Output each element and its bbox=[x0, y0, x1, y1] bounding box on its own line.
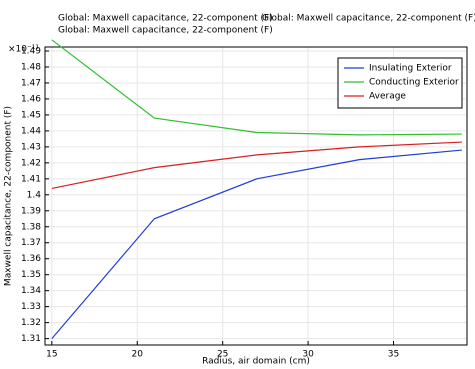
legend-label: Average bbox=[369, 92, 406, 102]
y-tick-label: 1.4 bbox=[27, 190, 42, 200]
y-tick-label: 1.45 bbox=[21, 110, 41, 120]
y-tick-label: 1.39 bbox=[21, 206, 41, 216]
x-axis-label: Radius, air domain (cm) bbox=[202, 357, 310, 367]
legend-box bbox=[337, 57, 463, 109]
legend-label: Conducting Exterior bbox=[369, 78, 459, 88]
y-tick-label: 1.31 bbox=[21, 334, 41, 344]
y-tick-label: 1.41 bbox=[21, 174, 41, 184]
chart-title: Global: Maxwell capacitance, 22-componen… bbox=[58, 14, 273, 24]
y-tick-label: 1.37 bbox=[21, 238, 41, 248]
legend-label: Insulating Exterior bbox=[369, 64, 452, 74]
line-series bbox=[51, 149, 462, 339]
x-tick-label: 20 bbox=[132, 350, 144, 360]
y-tick-label: 1.34 bbox=[21, 286, 41, 296]
x-tick-label: 15 bbox=[46, 350, 57, 360]
x-tick-label: 25 bbox=[217, 350, 228, 360]
y-tick-label: 1.48 bbox=[21, 62, 41, 72]
y-tick-label: 1.46 bbox=[21, 94, 41, 104]
y-tick-label: 1.36 bbox=[21, 254, 41, 264]
plot-frame bbox=[44, 46, 468, 346]
y-tick-label: 1.47 bbox=[21, 78, 41, 88]
y-tick-label: 1.49 bbox=[21, 46, 41, 56]
x-tick-label: 30 bbox=[302, 350, 314, 360]
y-tick-label: 1.43 bbox=[21, 142, 41, 152]
x-tick-label: 35 bbox=[388, 350, 399, 360]
y-tick-label: 1.35 bbox=[21, 270, 41, 280]
line-series bbox=[51, 141, 462, 189]
y-tick-label: 1.38 bbox=[21, 222, 41, 232]
y-tick-label: 1.32 bbox=[21, 318, 41, 328]
chart-title: Global: Maxwell capacitance, 22-componen… bbox=[58, 26, 273, 36]
chart-title: Global: Maxwell capacitance, 22-componen… bbox=[262, 14, 475, 24]
y-multiplier: ×10⁻¹¹ bbox=[8, 45, 39, 55]
y-tick-label: 1.44 bbox=[21, 126, 41, 136]
y-axis-label: Maxwell capacitance, 22-component (F) bbox=[4, 106, 14, 286]
y-tick-label: 1.33 bbox=[21, 302, 41, 312]
y-tick-label: 1.42 bbox=[21, 158, 41, 168]
line-series bbox=[51, 39, 462, 136]
